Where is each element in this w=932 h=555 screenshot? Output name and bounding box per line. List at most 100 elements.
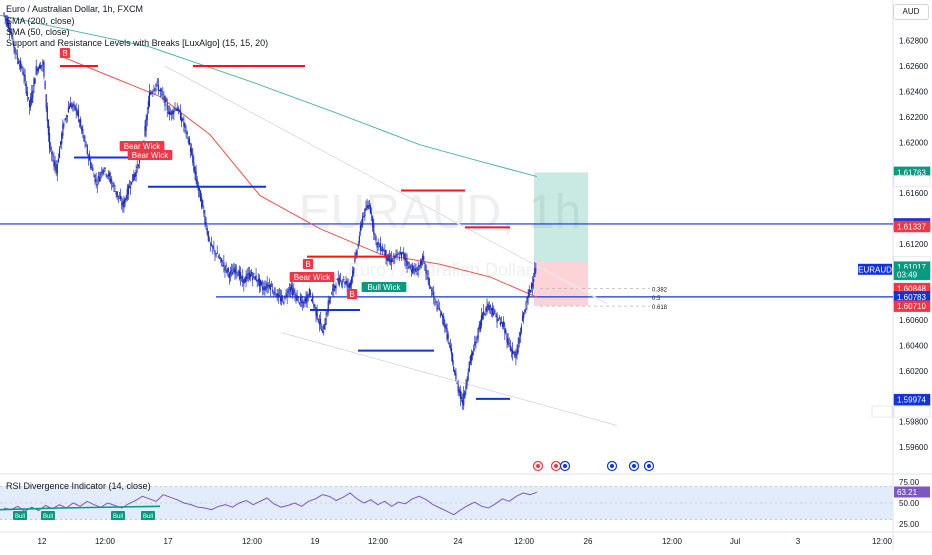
candle-body (328, 299, 330, 303)
candle-body (206, 228, 208, 234)
candle-body (437, 305, 439, 307)
candle-body (509, 345, 511, 351)
candle-body (336, 279, 338, 281)
candle-body (332, 288, 334, 291)
candle-body (65, 117, 67, 120)
candle-body (474, 341, 476, 346)
economic-event-dot (632, 464, 636, 468)
price-tag-box (893, 175, 931, 187)
candle-body (307, 295, 309, 298)
candle-body (145, 119, 147, 131)
candle-body (66, 115, 68, 117)
candle-body (54, 161, 56, 168)
candle-body (175, 109, 177, 111)
candle-body (91, 166, 93, 169)
candle-body (517, 344, 519, 353)
time-tick-label: 17 (164, 537, 173, 546)
candle-body (409, 266, 412, 268)
candle-body (503, 321, 505, 327)
rsi-bull-label-box (111, 511, 125, 520)
candle-body (501, 321, 504, 327)
candle-body (93, 175, 95, 177)
candle-body (253, 273, 255, 275)
candle-body (21, 67, 23, 69)
currency-button[interactable]: AUD (893, 4, 929, 20)
candle-body (17, 61, 20, 64)
candle-body (267, 284, 269, 287)
candle-body (422, 255, 424, 260)
candle-body (526, 296, 528, 303)
legend-symbol: Euro / Australian Dollar, 1h, FXCM (6, 4, 144, 14)
candle-body (121, 203, 123, 205)
candle-body (460, 396, 463, 399)
candle-body (287, 290, 289, 294)
candle-body (8, 27, 11, 32)
candle-body (157, 84, 159, 91)
candle-body (525, 308, 527, 311)
legend-sma50: SMA (50, close) (6, 27, 70, 37)
candle-body (297, 296, 299, 298)
candle-body (7, 21, 10, 29)
candle-body (191, 148, 193, 155)
candle-body (107, 173, 109, 176)
wick-label-box (59, 48, 71, 58)
rsi-tick-label: 25.00 (899, 520, 920, 529)
candle-body (218, 257, 221, 259)
candle-body (406, 260, 408, 266)
candle-body (294, 294, 296, 296)
candle-body (207, 231, 209, 241)
candle-body (147, 101, 149, 110)
candle-body (68, 106, 71, 109)
price-tag-label: 1.61695 (897, 177, 926, 186)
candle-body (302, 301, 304, 304)
candle-body (63, 124, 65, 126)
candle-body (439, 314, 441, 316)
rsi-bull-label-box (41, 511, 55, 520)
candle-body (205, 222, 207, 226)
candle-body (268, 285, 270, 288)
candle-body (229, 271, 232, 275)
candle-body (28, 100, 31, 108)
price-tick-label: 1.62200 (899, 113, 928, 122)
candle-body (465, 385, 467, 390)
candle-body (98, 176, 101, 182)
low-tag-box (871, 405, 893, 418)
candle-body (344, 282, 346, 285)
candle-body (25, 83, 27, 94)
candle-body (215, 254, 217, 256)
candle-body (46, 106, 48, 122)
candle-body (496, 313, 498, 323)
candle-body (377, 242, 379, 245)
candle-body (227, 268, 229, 272)
candle-body (483, 311, 485, 315)
candle-body (100, 173, 102, 175)
candle-body (3, 12, 5, 15)
candle-body (44, 80, 46, 89)
price-tick-label: 1.59600 (899, 443, 928, 452)
candle-body (45, 94, 47, 108)
candle-body (199, 190, 202, 202)
candle-body (398, 257, 400, 259)
candle-body (182, 118, 184, 120)
candle-body (518, 337, 520, 344)
candle-body (282, 298, 284, 300)
candle-body (513, 351, 515, 353)
candle-body (523, 312, 525, 319)
candle-body (283, 301, 285, 305)
candle-body (38, 64, 41, 69)
candle-body (464, 390, 466, 399)
candle-body (386, 257, 388, 261)
candle-body (284, 295, 286, 300)
candle-body (254, 276, 256, 280)
candle-body (452, 353, 454, 362)
candle-body (423, 256, 425, 261)
candle-body (228, 273, 231, 279)
sma200-line (0, 14, 538, 178)
candle-body (31, 91, 33, 104)
candle-body (265, 287, 267, 290)
time-tick-label: 12:00 (242, 537, 263, 546)
candle-body (382, 247, 384, 251)
rsi-tick-label: 50.00 (899, 499, 920, 508)
